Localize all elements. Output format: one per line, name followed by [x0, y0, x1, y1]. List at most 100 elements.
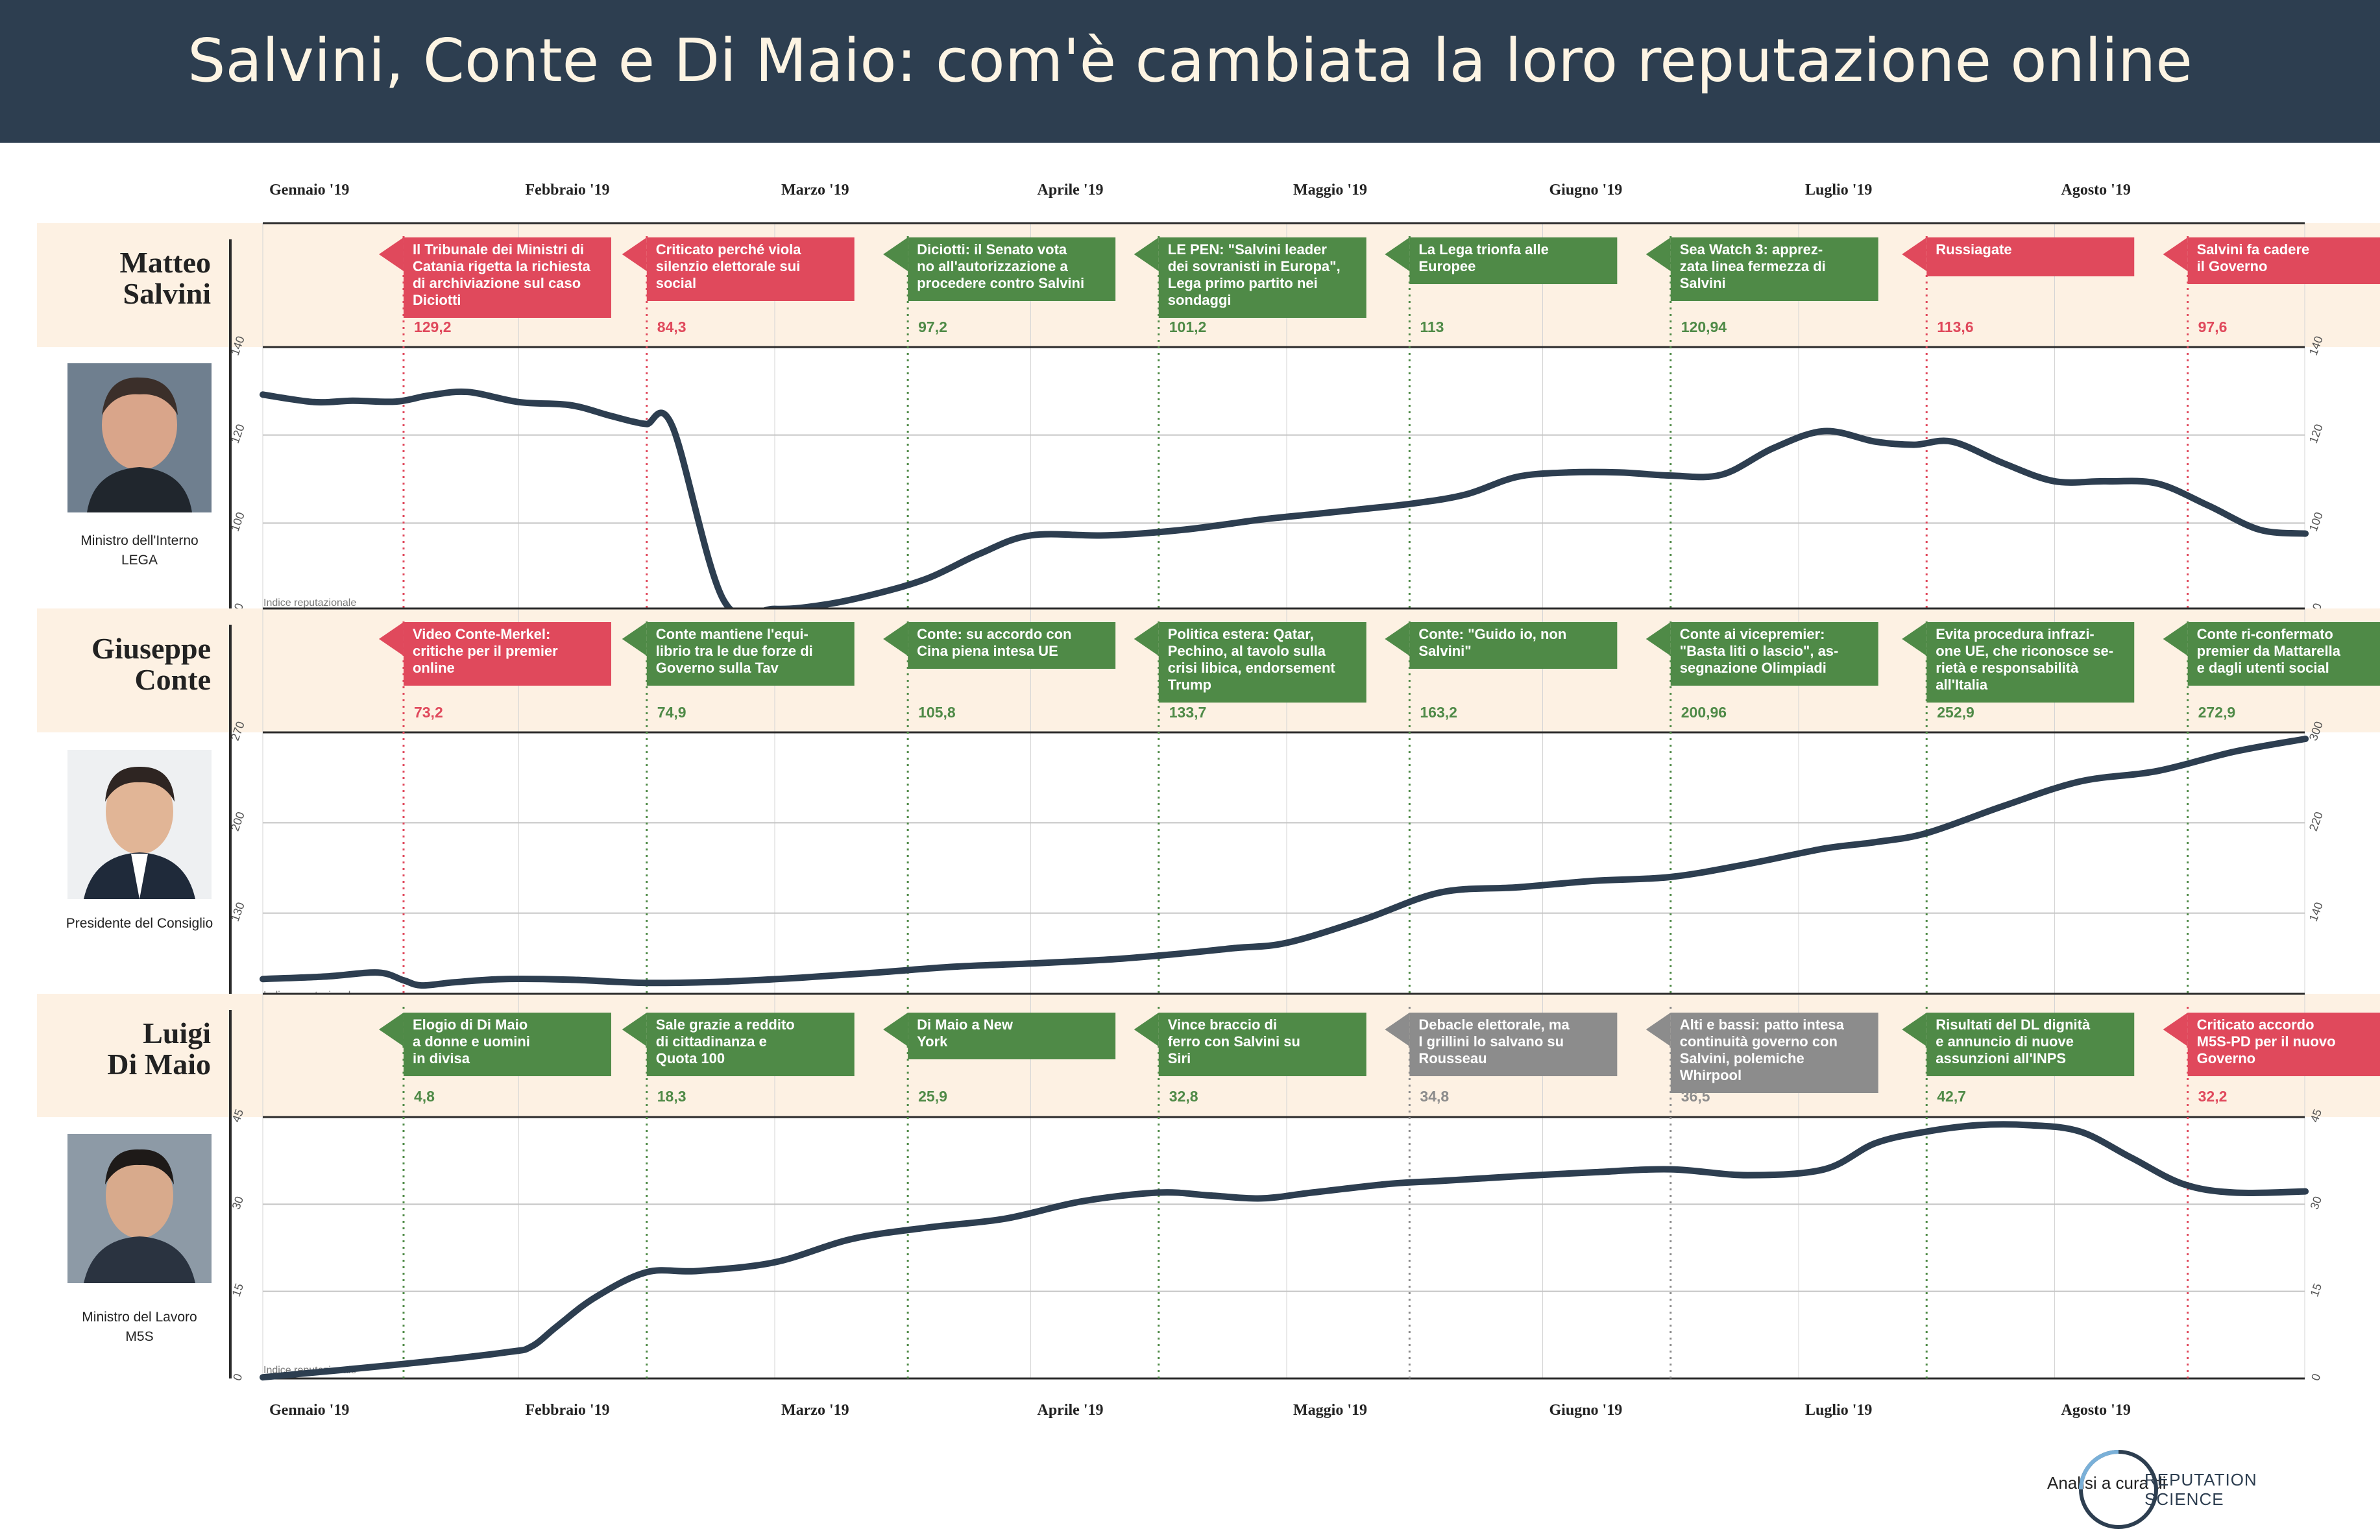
event-text: procedere contro Salvini — [917, 275, 1084, 291]
event-pointer — [1385, 1013, 1410, 1046]
y-tick-label-right: 220 — [2307, 810, 2325, 833]
event-text: "Basta liti o lascio", as- — [1680, 643, 1839, 659]
event-text: Politica estera: Qatar, — [1168, 626, 1314, 642]
event-box — [1670, 237, 1878, 301]
event-callout: Russiagate — [1902, 237, 2135, 276]
event-text: silenzio elettorale sui — [656, 258, 801, 274]
event-box — [1158, 622, 1366, 703]
event-text: Conte: "Guido io, non — [1418, 626, 1566, 642]
event-text: e dagli utenti social — [2197, 660, 2329, 676]
event-text: LE PEN: "Salvini leader — [1168, 241, 1328, 258]
month-label-bottom: Marzo '19 — [781, 1402, 849, 1419]
event-text: assunzioni all'INPS — [1936, 1050, 2066, 1066]
event-pointer — [2163, 237, 2188, 271]
event-value: 25,9 — [918, 1088, 947, 1105]
month-label-top: Maggio '19 — [1293, 182, 1367, 199]
person-last-name: Di Maio — [107, 1048, 211, 1081]
event-pointer — [1134, 1013, 1159, 1046]
event-pointer — [883, 622, 908, 656]
event-text: Quota 100 — [656, 1050, 725, 1066]
event-box — [646, 1013, 855, 1076]
event-text: ferro con Salvini su — [1168, 1033, 1300, 1050]
y-tick-label: 15 — [230, 1282, 247, 1299]
event-text: il Governo — [2197, 258, 2268, 274]
event-pointer — [1134, 237, 1159, 271]
event-pointer — [1645, 237, 1671, 271]
event-value: 32,2 — [2198, 1088, 2228, 1105]
y-tick-label-right: 140 — [2307, 900, 2325, 923]
event-text: Cina piena intesa UE — [917, 643, 1058, 659]
event-pointer — [883, 1013, 908, 1046]
event-box — [1158, 237, 1366, 318]
event-text: librio tra le due forze di — [656, 643, 813, 659]
event-value: 163,2 — [1420, 704, 1457, 721]
person-last-name: Salvini — [123, 277, 211, 310]
event-pointer — [378, 1013, 404, 1046]
event-box — [1158, 1013, 1366, 1076]
event-text: Lega primo partito nei — [1168, 275, 1318, 291]
event-text: di archiviazione sul caso — [413, 275, 581, 291]
event-text: Pechino, al tavolo sulla — [1168, 643, 1326, 659]
event-box — [1409, 1013, 1618, 1076]
event-text: Diciotti — [413, 292, 461, 308]
reputation-series-line — [260, 388, 2309, 620]
event-text: Conte ai vicepremier: — [1680, 626, 1825, 642]
event-text: York — [917, 1033, 948, 1050]
event-text: Governo sulla Tav — [656, 660, 779, 676]
event-text: Evita procedura infrazi- — [1936, 626, 2095, 642]
month-label-bottom: Maggio '19 — [1293, 1402, 1367, 1419]
logo-ring-accent — [2079, 1450, 2119, 1490]
event-text: all'Italia — [1936, 677, 1988, 693]
event-text: Vince braccio di — [1168, 1017, 1277, 1033]
event-text: dei sovranisti in Europa", — [1168, 258, 1341, 274]
person-party: M5S — [125, 1329, 153, 1344]
event-text: in divisa — [413, 1050, 470, 1066]
event-box — [1670, 1013, 1878, 1093]
event-text: Salvini — [1680, 275, 1726, 291]
event-text: Governo — [2197, 1050, 2255, 1066]
event-pointer — [1645, 1013, 1671, 1046]
header-bar: Salvini, Conte e Di Maio: com'è cambiata… — [0, 0, 2380, 143]
event-text: Criticato perché viola — [656, 241, 802, 258]
event-value: 120,94 — [1681, 319, 1727, 335]
event-value: 200,96 — [1681, 704, 1727, 721]
event-text: M5S-PD per il nuovo — [2197, 1033, 2336, 1050]
conte-photo — [67, 750, 212, 899]
month-label-bottom: Giugno '19 — [1549, 1402, 1623, 1419]
person-party: LEGA — [121, 553, 158, 568]
dimaio-photo — [67, 1134, 212, 1283]
event-text: La Lega trionfa alle — [1418, 241, 1549, 258]
event-text: no all'autorizzazione a — [917, 258, 1068, 274]
month-label-bottom: Febbraio '19 — [526, 1402, 610, 1419]
event-value: 133,7 — [1169, 704, 1207, 721]
event-text: critiche per il premier — [413, 643, 558, 659]
event-text: Conte ri-confermato — [2197, 626, 2333, 642]
event-text: Salvini, polemiche — [1680, 1050, 1804, 1066]
event-box — [646, 622, 855, 686]
person-last-name: Conte — [134, 663, 211, 696]
event-value: 129,2 — [414, 319, 452, 335]
person-role: Presidente del Consiglio — [66, 916, 213, 931]
event-value: 272,9 — [2198, 704, 2236, 721]
event-text: Diciotti: il Senato vota — [917, 241, 1067, 258]
month-label-top: Marzo '19 — [781, 182, 849, 199]
brand-name-line1: REPUTATION — [2144, 1470, 2257, 1489]
event-text: Criticato accordo — [2197, 1017, 2314, 1033]
y-tick-label-right: 15 — [2308, 1282, 2325, 1299]
event-text: e annuncio di nuove — [1936, 1033, 2074, 1050]
event-box — [1926, 237, 2135, 276]
month-label-top: Febbraio '19 — [526, 182, 610, 199]
event-value: 113,6 — [1937, 319, 1973, 335]
event-box — [2187, 622, 2380, 686]
event-callout: Evita procedura infrazi-one UE, che rico… — [1902, 622, 2135, 703]
event-pointer — [883, 237, 908, 271]
event-value: 32,8 — [1169, 1088, 1198, 1105]
event-box — [908, 622, 1116, 669]
